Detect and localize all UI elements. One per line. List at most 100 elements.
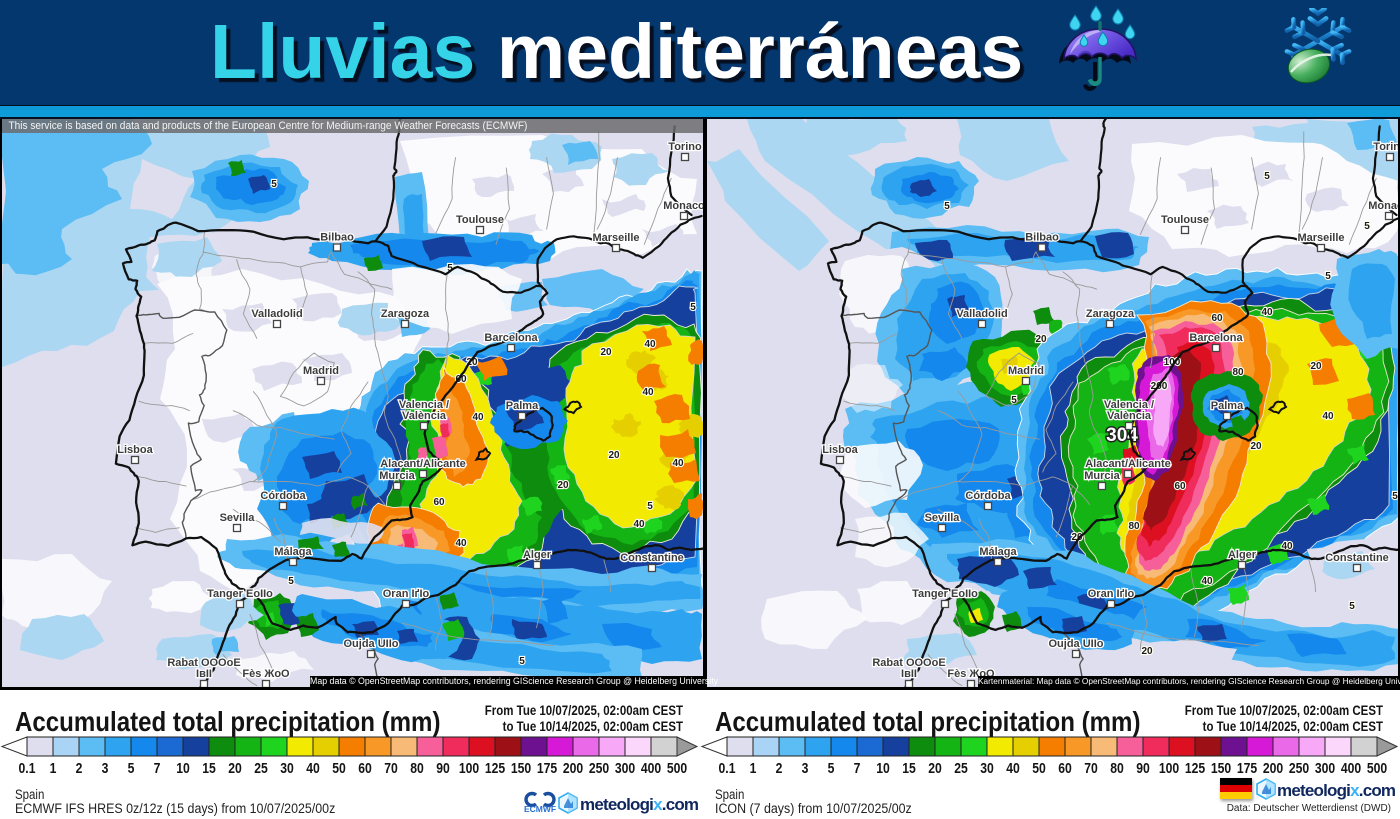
svg-text:Oran ІґІo: Oran ІґІo bbox=[1088, 588, 1135, 600]
svg-text:Zaragoza: Zaragoza bbox=[1086, 308, 1135, 320]
svg-text:1: 1 bbox=[50, 760, 57, 776]
svg-text:5: 5 bbox=[1325, 271, 1331, 282]
svg-text:10: 10 bbox=[876, 760, 890, 776]
svg-text:20: 20 bbox=[1071, 532, 1083, 543]
svg-text:175: 175 bbox=[1237, 760, 1258, 776]
svg-text:Lisboa: Lisboa bbox=[117, 444, 153, 456]
svg-text:150: 150 bbox=[511, 760, 531, 776]
svg-text:40: 40 bbox=[672, 458, 684, 469]
svg-text:1: 1 bbox=[750, 760, 757, 776]
svg-text:15: 15 bbox=[202, 760, 216, 776]
svg-text:90: 90 bbox=[436, 760, 450, 776]
svg-text:5: 5 bbox=[271, 179, 277, 190]
svg-text:20: 20 bbox=[1310, 361, 1322, 372]
svg-text:Murcia: Murcia bbox=[1084, 470, 1120, 482]
svg-text:Alacant/Alicante: Alacant/Alicante bbox=[1085, 458, 1171, 470]
svg-text:Sevilla: Sevilla bbox=[925, 512, 961, 524]
svg-text:30: 30 bbox=[280, 760, 294, 776]
svg-text:Valencia /: Valencia / bbox=[399, 399, 449, 411]
svg-text:Murcia: Murcia bbox=[379, 470, 415, 482]
svg-text:Oran ІґІo: Oran ІґІo bbox=[383, 588, 430, 600]
svg-text:80: 80 bbox=[1232, 367, 1244, 378]
svg-text:7: 7 bbox=[854, 760, 861, 776]
svg-text:60: 60 bbox=[358, 760, 372, 776]
svg-text:Lisboa: Lisboa bbox=[822, 444, 858, 456]
svg-text:100: 100 bbox=[459, 760, 479, 776]
svg-text:50: 50 bbox=[332, 760, 346, 776]
svg-text:5: 5 bbox=[288, 576, 294, 587]
svg-text:70: 70 bbox=[384, 760, 398, 776]
svg-text:20: 20 bbox=[600, 347, 612, 358]
svg-text:Sevilla: Sevilla bbox=[220, 512, 256, 524]
svg-text:40: 40 bbox=[633, 519, 645, 530]
svg-text:Rabat OOОoЕ: Rabat OOОoЕ bbox=[167, 657, 240, 669]
svg-text:50: 50 bbox=[1032, 760, 1046, 776]
svg-text:300: 300 bbox=[615, 760, 635, 776]
svg-text:80: 80 bbox=[410, 760, 424, 776]
svg-text:València: València bbox=[402, 410, 447, 422]
svg-text:ІвІІ: ІвІІ bbox=[901, 668, 917, 680]
svg-text:500: 500 bbox=[1367, 760, 1387, 776]
svg-text:40: 40 bbox=[455, 538, 467, 549]
svg-text:Alger: Alger bbox=[523, 549, 552, 561]
svg-text:150: 150 bbox=[1211, 760, 1231, 776]
svg-text:40: 40 bbox=[1201, 576, 1213, 587]
svg-text:Marseille: Marseille bbox=[1297, 232, 1344, 244]
svg-text:Bilbao: Bilbao bbox=[320, 232, 354, 244]
svg-text:25: 25 bbox=[954, 760, 968, 776]
svg-text:Torino: Torino bbox=[1373, 141, 1398, 153]
svg-text:Palma: Palma bbox=[506, 400, 539, 412]
svg-text:ІвІІ: ІвІІ bbox=[196, 668, 212, 680]
svg-text:5: 5 bbox=[690, 302, 696, 313]
svg-text:Valladolid: Valladolid bbox=[251, 308, 302, 320]
svg-text:5: 5 bbox=[828, 760, 835, 776]
svg-text:Marseille: Marseille bbox=[592, 232, 639, 244]
svg-text:València: València bbox=[1107, 410, 1152, 422]
svg-text:5: 5 bbox=[944, 201, 950, 212]
svg-text:0.1: 0.1 bbox=[719, 760, 736, 776]
svg-text:20: 20 bbox=[1141, 646, 1153, 657]
svg-text:5: 5 bbox=[447, 263, 453, 274]
svg-text:40: 40 bbox=[472, 412, 484, 423]
svg-text:25: 25 bbox=[254, 760, 268, 776]
svg-text:Madrid: Madrid bbox=[1008, 365, 1044, 377]
svg-text:400: 400 bbox=[1341, 760, 1361, 776]
svg-text:Fès ЖoО: Fès ЖoО bbox=[242, 668, 290, 680]
svg-text:5: 5 bbox=[1264, 171, 1270, 182]
svg-text:20: 20 bbox=[928, 760, 942, 776]
svg-text:7: 7 bbox=[154, 760, 161, 776]
svg-text:5: 5 bbox=[1364, 221, 1370, 232]
svg-text:Constantine: Constantine bbox=[1325, 552, 1389, 564]
svg-text:15: 15 bbox=[902, 760, 916, 776]
svg-text:20: 20 bbox=[1035, 334, 1047, 345]
svg-text:Torino: Torino bbox=[668, 141, 702, 153]
svg-text:20: 20 bbox=[557, 480, 569, 491]
svg-text:60: 60 bbox=[433, 497, 445, 508]
svg-text:Tanger ΕoІІo: Tanger ΕoІІo bbox=[912, 588, 978, 600]
svg-text:175: 175 bbox=[537, 760, 558, 776]
svg-text:400: 400 bbox=[641, 760, 661, 776]
svg-text:Tanger ΕoІІo: Tanger ΕoІІo bbox=[207, 588, 273, 600]
svg-text:40: 40 bbox=[1006, 760, 1020, 776]
svg-text:200: 200 bbox=[1263, 760, 1283, 776]
svg-text:Alger: Alger bbox=[1228, 549, 1257, 561]
svg-text:Constantine: Constantine bbox=[620, 552, 684, 564]
svg-text:Palma: Palma bbox=[1211, 400, 1244, 412]
svg-text:Córdoba: Córdoba bbox=[260, 490, 306, 502]
svg-text:20: 20 bbox=[608, 450, 620, 461]
svg-text:125: 125 bbox=[1185, 760, 1206, 776]
svg-text:ECMWF: ECMWF bbox=[524, 804, 556, 814]
svg-text:5: 5 bbox=[1011, 395, 1017, 406]
svg-text:80: 80 bbox=[1128, 521, 1140, 532]
svg-text:60: 60 bbox=[455, 374, 467, 385]
svg-text:Valladolid: Valladolid bbox=[956, 308, 1007, 320]
svg-text:5: 5 bbox=[1392, 491, 1398, 502]
svg-text:Toulouse: Toulouse bbox=[1161, 214, 1209, 226]
svg-text:200: 200 bbox=[563, 760, 583, 776]
svg-text:80: 80 bbox=[1110, 760, 1124, 776]
svg-text:Málaga: Málaga bbox=[274, 546, 312, 558]
svg-text:Monaco: Monaco bbox=[1368, 200, 1398, 212]
svg-text:250: 250 bbox=[1289, 760, 1309, 776]
svg-text:2: 2 bbox=[76, 760, 83, 776]
svg-text:Barcelona: Barcelona bbox=[1189, 332, 1243, 344]
